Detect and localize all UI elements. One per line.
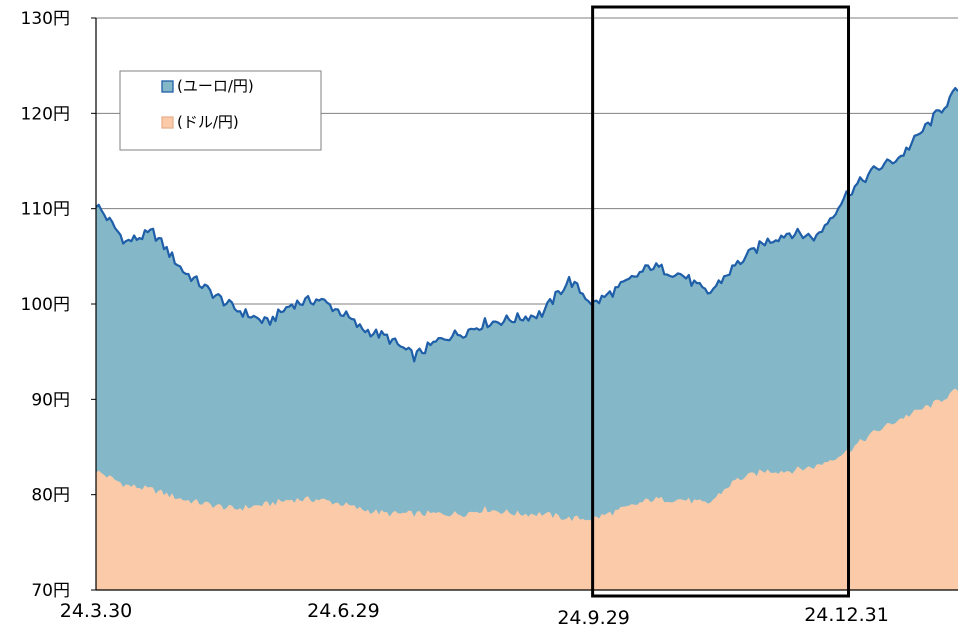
legend-label: (ドル/円): [177, 113, 239, 131]
euro-yen-area: [96, 88, 958, 590]
y-tick-label: 120円: [21, 104, 70, 124]
y-tick-label: 130円: [21, 9, 70, 29]
legend-label: (ユーロ/円): [177, 77, 254, 95]
y-tick-label: 80円: [31, 486, 70, 506]
x-tick-label: 24.12.31: [804, 604, 889, 626]
series-areas: [95, 87, 958, 590]
x-tick-label: 24.3.30: [60, 600, 133, 622]
x-tick-label: 24.6.29: [307, 600, 380, 622]
axes: [91, 17, 958, 591]
y-tick-label: 110円: [21, 200, 70, 220]
y-tick-label: 100円: [21, 295, 70, 315]
highlight-box: [591, 5, 851, 598]
dollar-yen-area: [96, 388, 958, 590]
legend: (ユーロ/円) (ドル/円): [119, 70, 322, 151]
highlight-rectangle: [591, 5, 851, 598]
y-tick-label: 90円: [31, 390, 70, 410]
x-tick-labels: 24.3.30 24.6.29 24.9.29 24.12.31: [60, 600, 889, 626]
euro-yen-line: [95, 87, 958, 363]
legend-box: [119, 70, 322, 151]
x-tick-label: 24.9.29: [557, 607, 630, 626]
y-tick-labels: 70円 80円 90円 100円 110円 120円 130円: [21, 9, 70, 601]
legend-swatch: [161, 116, 174, 129]
legend-swatch: [161, 80, 174, 93]
y-tick-label: 70円: [31, 581, 70, 601]
